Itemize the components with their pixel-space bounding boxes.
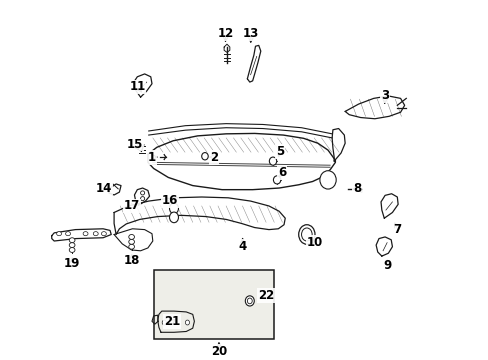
Ellipse shape [319, 171, 336, 189]
Text: 2: 2 [209, 150, 218, 163]
Ellipse shape [301, 228, 311, 241]
Ellipse shape [298, 225, 314, 244]
Ellipse shape [128, 244, 134, 249]
Ellipse shape [101, 231, 106, 236]
Ellipse shape [69, 238, 75, 243]
Ellipse shape [185, 320, 189, 325]
Text: 10: 10 [306, 236, 323, 249]
Ellipse shape [245, 296, 254, 306]
Ellipse shape [128, 239, 134, 244]
Ellipse shape [247, 298, 252, 304]
Text: 18: 18 [123, 254, 140, 267]
Bar [153, 270, 273, 339]
Text: 1: 1 [148, 150, 156, 163]
Ellipse shape [201, 153, 208, 160]
Text: 9: 9 [382, 259, 390, 272]
Text: 14: 14 [96, 181, 112, 194]
Ellipse shape [169, 212, 178, 223]
Text: 6: 6 [278, 166, 286, 179]
Ellipse shape [93, 231, 98, 236]
Text: 19: 19 [64, 257, 80, 270]
Text: 7: 7 [392, 223, 401, 236]
Ellipse shape [140, 191, 144, 195]
Text: 12: 12 [217, 27, 233, 40]
Ellipse shape [273, 176, 280, 184]
Ellipse shape [65, 231, 70, 236]
Ellipse shape [69, 243, 75, 248]
Text: 20: 20 [210, 345, 226, 357]
Text: 17: 17 [123, 199, 140, 212]
Ellipse shape [162, 320, 166, 325]
Text: 16: 16 [162, 194, 178, 207]
Ellipse shape [69, 248, 75, 252]
Ellipse shape [169, 203, 178, 214]
Ellipse shape [57, 231, 61, 236]
Text: 22: 22 [258, 289, 274, 302]
Text: 8: 8 [352, 183, 361, 195]
Text: 3: 3 [380, 89, 388, 102]
Ellipse shape [140, 197, 144, 201]
Text: 21: 21 [164, 315, 180, 328]
Bar [153, 270, 273, 339]
Text: 15: 15 [126, 138, 142, 150]
Ellipse shape [128, 234, 134, 239]
Text: 4: 4 [238, 240, 246, 253]
Text: 13: 13 [242, 27, 258, 40]
Text: 5: 5 [275, 145, 284, 158]
Ellipse shape [83, 231, 88, 236]
Ellipse shape [269, 157, 276, 165]
Text: 11: 11 [129, 81, 145, 94]
